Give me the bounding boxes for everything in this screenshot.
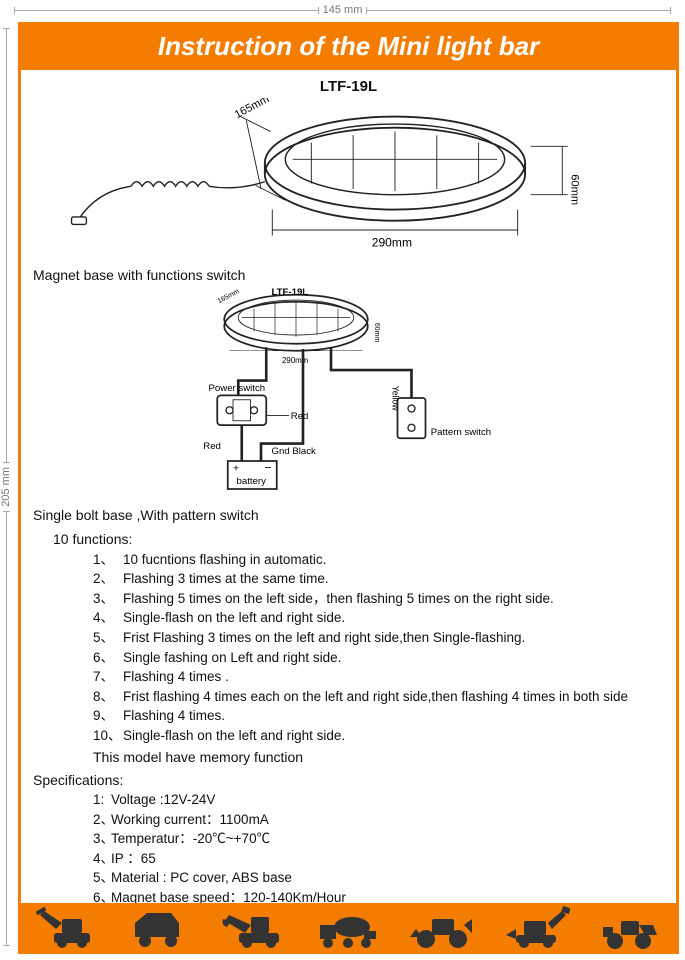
- model-label: LTF-19L: [33, 76, 664, 98]
- footer-bar: [21, 903, 676, 951]
- svg-text:−: −: [265, 460, 272, 474]
- function-item: 8、Frist flashing 4 times each on the lef…: [93, 687, 664, 707]
- functions-list: 1、10 fucntions flashing in automatic.2、F…: [93, 550, 664, 746]
- top-dimension: 145 mm: [10, 2, 675, 18]
- function-text: Flashing 5 times on the left side，then f…: [123, 589, 554, 609]
- function-number: 5、: [93, 628, 123, 648]
- function-item: 9、Flashing 4 times.: [93, 706, 664, 726]
- caption-1: Magnet base with functions switch: [33, 265, 664, 285]
- function-number: 3、: [93, 589, 123, 609]
- left-dimension: 205 mm: [0, 24, 14, 950]
- function-number: 6、: [93, 648, 123, 668]
- vehicle-icon: [502, 905, 570, 949]
- dim-290: 290mm: [372, 235, 412, 249]
- vehicle-icon: [221, 905, 289, 949]
- function-item: 1、10 fucntions flashing in automatic.: [93, 550, 664, 570]
- svg-text:Red: Red: [291, 411, 309, 422]
- caption-2: Single bolt base ,With pattern switch: [33, 505, 664, 525]
- svg-text:Yellow: Yellow: [390, 385, 400, 411]
- function-item: 7、Flashing 4 times .: [93, 667, 664, 687]
- spec-text: Voltage :12V-24V: [111, 790, 215, 810]
- function-number: 9、: [93, 706, 123, 726]
- spec-item: 3、Temperatur：-20℃~+70℃: [93, 829, 664, 849]
- function-item: 2、Flashing 3 times at the same time.: [93, 569, 664, 589]
- function-text: Flashing 4 times.: [123, 706, 225, 726]
- function-number: 1、: [93, 550, 123, 570]
- function-number: 10、: [93, 726, 123, 746]
- function-text: 10 fucntions flashing in automatic.: [123, 550, 326, 570]
- spec-text: Temperatur：-20℃~+70℃: [111, 829, 270, 849]
- svg-text:Pattern switch: Pattern switch: [431, 426, 491, 437]
- vehicle-icon: [595, 905, 663, 949]
- vehicle-icon: [314, 905, 382, 949]
- diagram-1: 165mm 60mm 290mm: [33, 98, 664, 262]
- content-area: LTF-19L: [21, 70, 676, 927]
- function-number: 2、: [93, 569, 123, 589]
- vehicle-icon: [34, 905, 102, 949]
- spec-text: Working current：1100mA: [111, 810, 269, 830]
- specs-header: Specifications:: [33, 770, 664, 790]
- spec-number: 5、: [93, 868, 111, 888]
- svg-text:Power switch: Power switch: [209, 383, 266, 394]
- spec-number: 1:: [93, 790, 111, 810]
- memory-note: This model have memory function: [93, 747, 664, 767]
- function-item: 3、Flashing 5 times on the left side，then…: [93, 589, 664, 609]
- spec-number: 2、: [93, 810, 111, 830]
- vehicle-icon: [127, 905, 195, 949]
- dim-60: 60mm: [569, 174, 581, 205]
- function-text: Frist Flashing 3 times on the left and r…: [123, 628, 525, 648]
- spec-number: 4、: [93, 849, 111, 869]
- svg-text:Red: Red: [203, 440, 221, 451]
- diagram-2: LTF-19L 165mm 60mm 290mm Power switch: [33, 286, 664, 502]
- function-text: Single-flash on the left and right side.: [123, 726, 345, 746]
- svg-text:60mm: 60mm: [373, 322, 380, 342]
- function-item: 6、Single fashing on Left and right side.: [93, 648, 664, 668]
- dim-165: 165mm: [233, 98, 271, 121]
- title-bar: Instruction of the Mini light bar: [21, 25, 676, 70]
- page-frame: Instruction of the Mini light bar LTF-19…: [18, 22, 679, 954]
- function-item: 4、Single-flash on the left and right sid…: [93, 608, 664, 628]
- height-dim-label: 205 mm: [0, 467, 12, 507]
- svg-text:Gnd Black: Gnd Black: [272, 446, 317, 457]
- width-dim-label: 145 mm: [323, 4, 363, 16]
- spec-item: 4、IP ：65: [93, 849, 664, 869]
- vehicle-icon: [408, 905, 476, 949]
- spec-item: 1:Voltage :12V-24V: [93, 790, 664, 810]
- function-item: 5、Frist Flashing 3 times on the left and…: [93, 628, 664, 648]
- svg-text:+: +: [233, 462, 239, 474]
- function-item: 10、Single-flash on the left and right si…: [93, 726, 664, 746]
- function-text: Flashing 3 times at the same time.: [123, 569, 329, 589]
- functions-header: 10 functions:: [53, 529, 664, 549]
- svg-text:LTF-19L: LTF-19L: [272, 286, 309, 297]
- svg-text:165mm: 165mm: [217, 288, 241, 305]
- function-text: Single fashing on Left and right side.: [123, 648, 341, 668]
- spec-text: IP ：65: [111, 849, 156, 869]
- function-number: 4、: [93, 608, 123, 628]
- spec-text: Material : PC cover, ABS base: [111, 868, 292, 888]
- svg-text:290mm: 290mm: [282, 356, 309, 365]
- spec-number: 3、: [93, 829, 111, 849]
- function-number: 8、: [93, 687, 123, 707]
- function-text: Flashing 4 times .: [123, 667, 229, 687]
- function-text: Single-flash on the left and right side.: [123, 608, 345, 628]
- spec-item: 5、Material : PC cover, ABS base: [93, 868, 664, 888]
- function-number: 7、: [93, 667, 123, 687]
- spec-item: 2、Working current：1100mA: [93, 810, 664, 830]
- svg-text:battery: battery: [237, 475, 267, 486]
- function-text: Frist flashing 4 times each on the left …: [123, 687, 628, 707]
